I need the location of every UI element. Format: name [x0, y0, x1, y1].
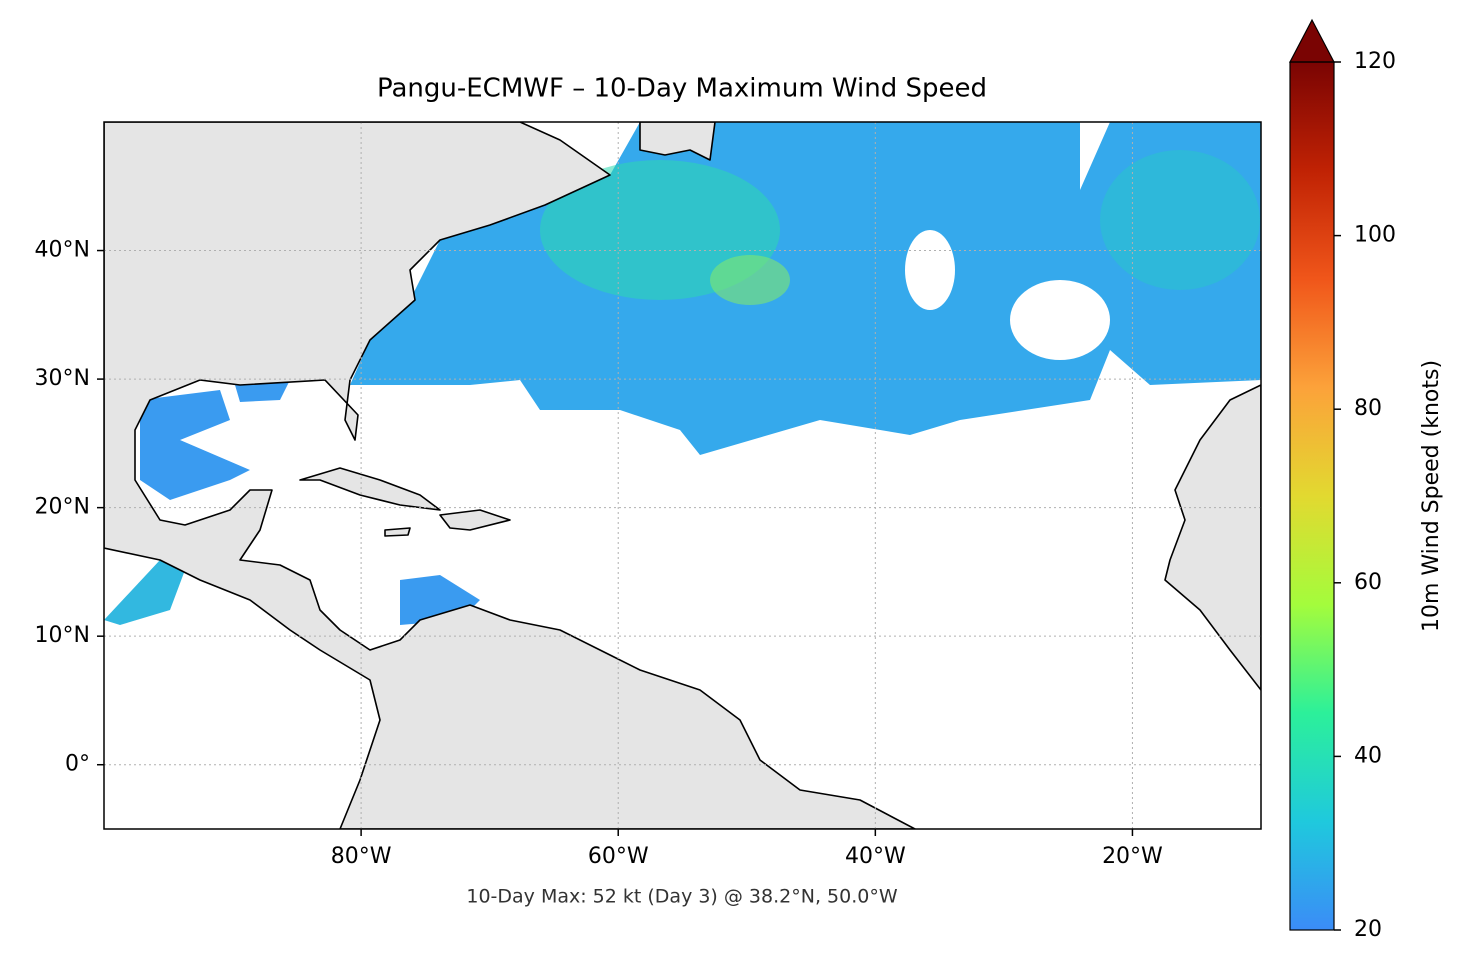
map-frame [103, 121, 1262, 830]
y-tick-label: 0° [65, 752, 90, 777]
colorbar-tick-label: 80 [1354, 396, 1382, 421]
colorbar: 20 40 60 80 100 120 [1289, 18, 1396, 942]
colorbar-label: 10m Wind Speed (knots) [1419, 360, 1444, 632]
land [299, 467, 441, 511]
colorbar-tick-label: 60 [1354, 570, 1382, 595]
x-tick-label: 40°W [845, 844, 906, 869]
land [104, 122, 916, 829]
colorbar-extend [1289, 18, 1335, 63]
y-tick-label: 40°N [35, 238, 90, 263]
colorbar-tick-label: 120 [1354, 49, 1396, 74]
wind-gap [905, 230, 955, 310]
wind-area [1100, 150, 1260, 290]
annotation: 10-Day Max: 52 kt (Day 3) @ 38.2°N, 50.0… [466, 886, 897, 908]
chart-title: Pangu-ECMWF – 10-Day Maximum Wind Speed [377, 74, 987, 104]
colorbar-tick-label: 40 [1354, 743, 1382, 768]
colorbar-frame [1289, 61, 1335, 931]
land [439, 509, 511, 531]
colorbar-scale [1290, 62, 1334, 930]
land [384, 527, 411, 537]
y-tick-label: 20°N [35, 495, 90, 520]
land [1164, 384, 1261, 691]
y-tick-label: 10°N [35, 623, 90, 648]
wind-area [235, 380, 290, 402]
wind-field [104, 122, 1261, 625]
wind-area [710, 255, 790, 305]
x-tick-label: 60°W [588, 844, 649, 869]
colorbar-tick-label: 20 [1354, 917, 1382, 942]
colorbar-tick-label: 100 [1354, 223, 1396, 248]
x-tick-label: 80°W [331, 844, 392, 869]
land [639, 122, 716, 161]
x-tick-label: 20°W [1102, 844, 1163, 869]
map [104, 122, 1261, 829]
y-tick-label: 30°N [35, 366, 90, 391]
wind-gap [1010, 280, 1110, 360]
wind-area [140, 390, 250, 500]
wind-area [104, 560, 185, 625]
